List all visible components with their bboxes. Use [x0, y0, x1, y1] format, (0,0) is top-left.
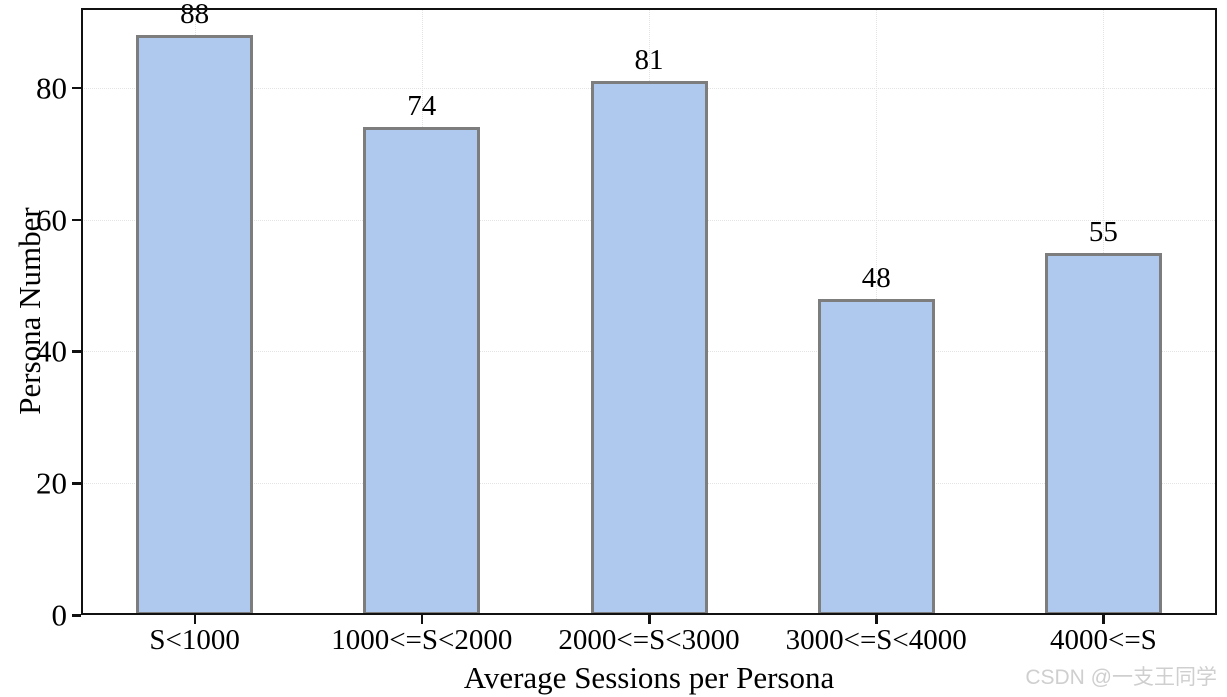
y-tick-label: 20	[36, 465, 67, 501]
x-tick-mark	[1102, 615, 1105, 624]
bar-value-label: 48	[861, 261, 891, 294]
y-tick-mark	[72, 86, 81, 90]
bar-value-label: 88	[180, 0, 210, 31]
bar-value-label: 81	[634, 44, 664, 77]
x-axis-title: Average Sessions per Persona	[463, 660, 835, 695]
x-tick-mark	[193, 615, 197, 624]
x-tick-label: 2000<=S<3000	[558, 624, 740, 656]
y-tick-mark	[72, 218, 81, 222]
bar-5	[1044, 252, 1162, 615]
y-tick-label: 40	[36, 333, 67, 369]
bar-4	[817, 298, 935, 615]
y-tick-mark	[72, 614, 81, 617]
y-tick-mark	[72, 482, 81, 485]
x-tick-mark	[648, 615, 651, 624]
bar-1	[136, 35, 254, 615]
y-tick-mark	[72, 350, 81, 353]
bar-value-label: 74	[407, 90, 437, 123]
y-tick-label: 0	[51, 597, 68, 633]
bar-value-label: 55	[1088, 215, 1118, 248]
x-tick-label: 1000<=S<2000	[331, 624, 513, 656]
y-tick-label: 60	[36, 202, 67, 238]
x-tick-label: S<1000	[149, 624, 240, 656]
y-axis-title: Persona Number	[12, 207, 47, 415]
y-tick-label: 80	[36, 70, 67, 106]
watermark: CSDN @一支王同学	[1025, 666, 1217, 689]
bar-2	[363, 127, 481, 615]
x-tick-mark	[420, 615, 424, 624]
x-tick-mark	[875, 615, 878, 624]
bar-3	[590, 81, 708, 615]
x-tick-label: 4000<=S	[1049, 624, 1157, 656]
x-tick-label: 3000<=S<4000	[785, 624, 967, 656]
plot-area: 88 74 81 48 55	[81, 0, 1217, 615]
